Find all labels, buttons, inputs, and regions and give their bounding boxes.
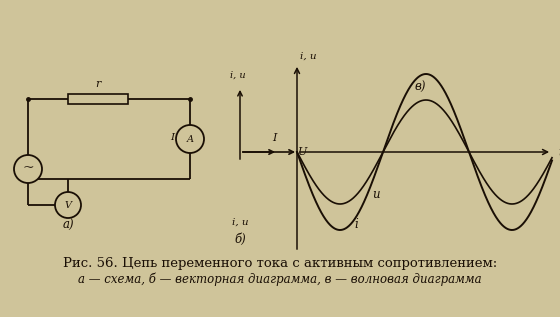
Text: U: U bbox=[298, 147, 307, 157]
Text: в): в) bbox=[414, 81, 426, 94]
Text: ~: ~ bbox=[22, 161, 34, 175]
Text: б): б) bbox=[234, 232, 246, 245]
Text: t: t bbox=[558, 146, 560, 158]
Text: i, u: i, u bbox=[230, 71, 246, 80]
Text: Рис. 56. Цепь переменного тока с активным сопротивлением:: Рис. 56. Цепь переменного тока с активны… bbox=[63, 256, 497, 269]
Text: i, u: i, u bbox=[232, 217, 248, 227]
Text: а — схема, б — векторная диаграмма, в — волновая диаграмма: а — схема, б — векторная диаграмма, в — … bbox=[78, 272, 482, 286]
Circle shape bbox=[55, 192, 81, 218]
Text: i, u: i, u bbox=[300, 51, 316, 61]
Text: r: r bbox=[95, 79, 101, 89]
Text: u: u bbox=[372, 187, 380, 200]
Text: I: I bbox=[170, 133, 174, 141]
Text: I: I bbox=[272, 133, 276, 143]
Text: i: i bbox=[354, 218, 358, 231]
Text: A: A bbox=[186, 134, 194, 144]
Circle shape bbox=[14, 155, 42, 183]
Text: а): а) bbox=[62, 218, 74, 231]
Circle shape bbox=[176, 125, 204, 153]
Bar bbox=[68, 94, 128, 104]
Text: V: V bbox=[64, 200, 72, 210]
